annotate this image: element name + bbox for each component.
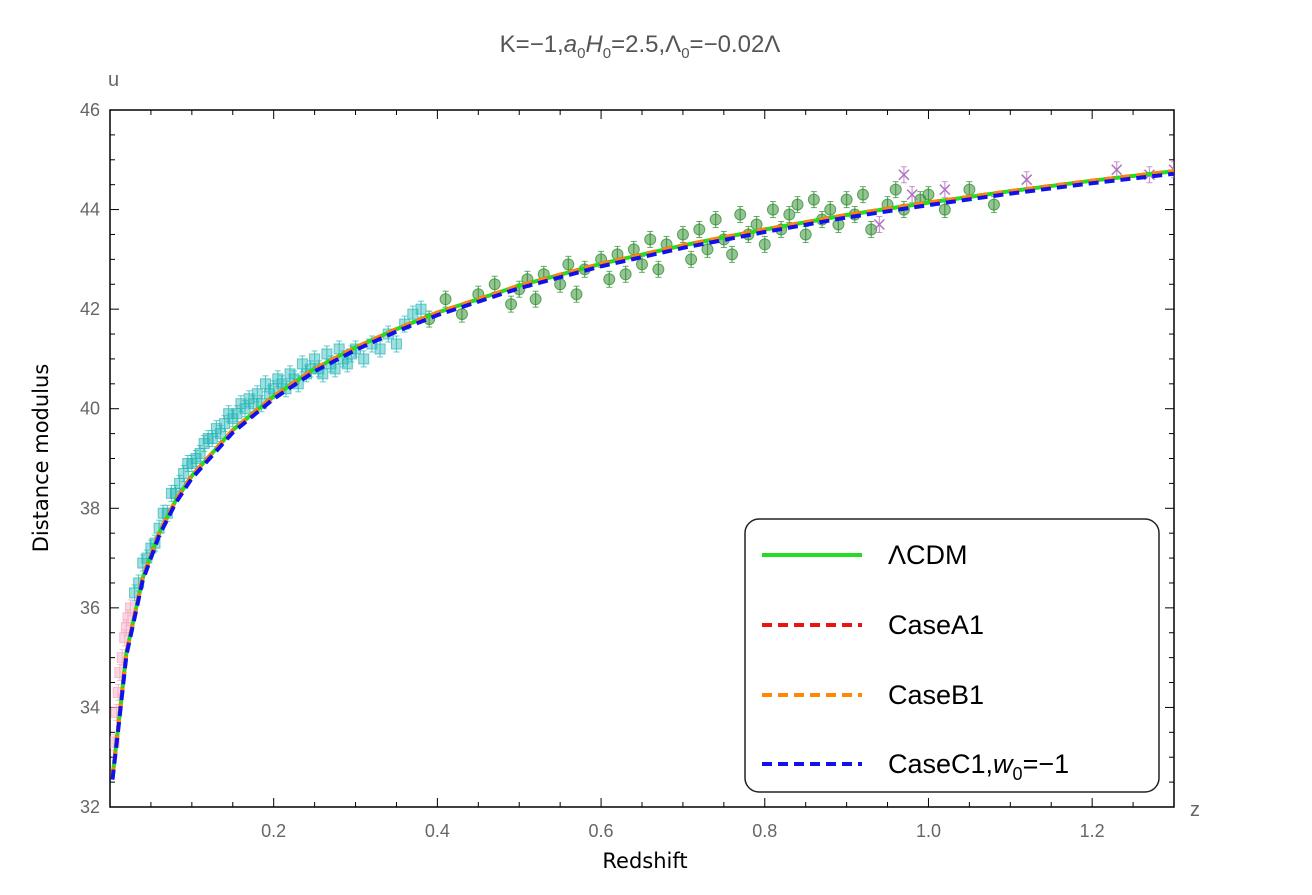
data-point xyxy=(506,296,517,312)
data-marker xyxy=(563,259,574,270)
y-tick-label: 38 xyxy=(80,498,100,518)
data-point xyxy=(890,182,901,198)
data-marker xyxy=(653,264,664,275)
data-marker xyxy=(784,209,795,220)
data-marker xyxy=(694,224,705,235)
y-tick-label: 40 xyxy=(80,399,100,419)
data-marker xyxy=(735,209,746,220)
x-tick-label: 1.2 xyxy=(1080,821,1105,841)
legend-label-caseb1: CaseB1 xyxy=(888,680,984,710)
data-point xyxy=(456,306,467,322)
y-tick-label: 44 xyxy=(80,200,100,220)
data-marker xyxy=(857,189,868,200)
data-marker xyxy=(808,194,819,205)
x-axis-name: z xyxy=(1190,799,1200,821)
data-point xyxy=(645,231,656,247)
data-point xyxy=(940,182,950,198)
data-point xyxy=(694,221,705,237)
data-point xyxy=(686,251,697,267)
y-tick-label: 36 xyxy=(80,598,100,618)
legend-label-casea1: CaseA1 xyxy=(888,610,984,640)
x-tick-label: 1.0 xyxy=(916,821,941,841)
data-point xyxy=(784,207,795,223)
data-marker xyxy=(571,289,582,300)
data-point xyxy=(489,276,500,292)
legend-label-lcdm: ΛCDM xyxy=(888,540,968,570)
data-marker xyxy=(923,189,934,200)
data-point xyxy=(727,246,738,262)
data-marker xyxy=(890,184,901,195)
legend: ΛCDM CaseA1 CaseB1 CaseC1,w0=−1 xyxy=(745,519,1159,792)
x-tick-label: 0.4 xyxy=(425,821,450,841)
data-marker xyxy=(792,199,803,210)
data-point xyxy=(767,202,778,218)
data-point xyxy=(808,192,819,208)
data-marker xyxy=(604,274,615,285)
data-marker xyxy=(489,279,500,290)
data-marker xyxy=(677,229,688,240)
y-tick-label: 32 xyxy=(80,797,100,817)
data-marker xyxy=(391,339,401,349)
x-tick-label: 0.8 xyxy=(752,821,777,841)
data-point xyxy=(710,212,721,228)
data-point xyxy=(841,192,852,208)
x-axis-label: Redshift xyxy=(602,849,687,873)
y-tick-label: 46 xyxy=(80,100,100,120)
data-marker xyxy=(686,254,697,265)
data-point xyxy=(653,261,664,277)
data-point xyxy=(440,291,451,307)
data-marker xyxy=(964,184,975,195)
data-marker xyxy=(825,204,836,215)
data-marker xyxy=(530,294,541,305)
data-marker xyxy=(416,304,426,314)
data-point xyxy=(792,197,803,213)
data-point xyxy=(1112,162,1122,178)
data-point xyxy=(800,226,811,242)
data-point xyxy=(857,187,868,203)
data-marker xyxy=(759,239,770,250)
chart: K=−1,a0H0=2.5,Λ0=−0.02Λ u z Redshift Dis… xyxy=(0,0,1312,895)
data-point xyxy=(899,167,909,183)
data-marker xyxy=(645,234,656,245)
data-marker xyxy=(628,244,639,255)
data-marker xyxy=(800,229,811,240)
data-marker xyxy=(330,364,340,374)
y-axis-label: Distance modulus xyxy=(29,364,53,553)
data-point xyxy=(604,271,615,287)
x-tick-label: 0.6 xyxy=(589,821,614,841)
data-point xyxy=(759,236,770,252)
y-tick-label: 42 xyxy=(80,299,100,319)
data-marker xyxy=(375,344,385,354)
y-axis-name: u xyxy=(108,69,119,91)
data-marker xyxy=(506,299,517,310)
data-marker xyxy=(359,354,369,364)
data-point xyxy=(620,266,631,282)
data-marker xyxy=(841,194,852,205)
data-point xyxy=(677,226,688,242)
data-marker xyxy=(767,204,778,215)
data-marker xyxy=(637,259,648,270)
data-marker xyxy=(939,204,950,215)
data-point xyxy=(1022,172,1032,188)
data-marker xyxy=(440,294,451,305)
data-marker xyxy=(710,214,721,225)
data-marker xyxy=(988,199,999,210)
legend-label-casec1: CaseC1,w0=−1 xyxy=(888,749,1069,784)
y-tick-label: 34 xyxy=(80,697,100,717)
data-point xyxy=(735,207,746,223)
data-point xyxy=(825,202,836,218)
data-point xyxy=(530,291,541,307)
data-point xyxy=(988,197,999,213)
data-point xyxy=(571,286,582,302)
x-tick-label: 0.2 xyxy=(261,821,286,841)
data-marker xyxy=(555,279,566,290)
data-marker xyxy=(727,249,738,260)
chart-title: K=−1,a0H0=2.5,Λ0=−0.02Λ xyxy=(500,31,781,62)
data-marker xyxy=(620,269,631,280)
data-marker xyxy=(456,309,467,320)
